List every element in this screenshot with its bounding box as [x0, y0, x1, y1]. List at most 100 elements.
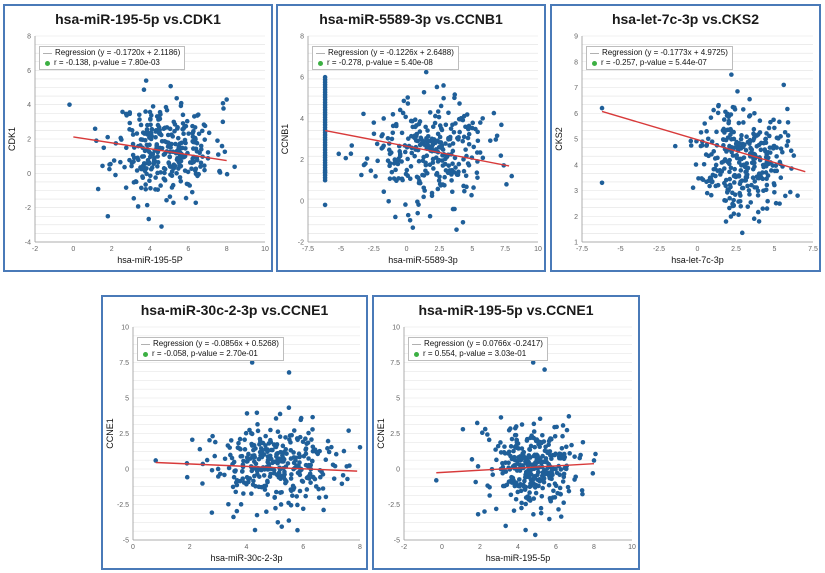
data-point	[785, 120, 791, 125]
regression-line-swatch	[590, 52, 599, 54]
data-point	[416, 202, 421, 207]
data-point	[390, 112, 396, 117]
data-point	[566, 414, 572, 419]
data-point	[725, 159, 731, 165]
data-point	[161, 152, 167, 157]
chart-panel-4: hsa-miR-30c-2-3p vs.CCNE1 0 2 4 6 8 -5 -2.5 0 2.…	[101, 295, 368, 570]
data-point	[226, 465, 232, 471]
y-tick-label: 4	[300, 116, 304, 123]
y-tick-label: 2.5	[119, 431, 129, 438]
data-point	[129, 163, 134, 169]
data-point	[423, 168, 428, 174]
y-axis-label: CDK1	[7, 127, 17, 151]
data-point	[732, 107, 738, 112]
data-point	[461, 157, 466, 162]
data-point	[754, 143, 760, 149]
data-point	[288, 502, 294, 508]
data-point	[135, 204, 141, 209]
data-point	[429, 145, 434, 151]
data-point	[257, 436, 263, 442]
data-point	[474, 150, 480, 155]
data-point	[310, 448, 316, 454]
data-point	[131, 155, 137, 161]
x-tick-label: 2	[110, 246, 114, 253]
data-point	[750, 137, 756, 143]
regression-line-swatch	[316, 52, 325, 54]
scatter-plot: 0 2 4 6 8 -5 -2.5 0 2.5 5 7.5 10 hsa-miR-30c-2-3p CCN…	[105, 325, 363, 563]
data-point	[133, 179, 139, 184]
data-point	[249, 468, 255, 474]
data-point	[263, 433, 268, 439]
data-point	[551, 488, 556, 494]
x-axis-label: hsa-miR-195-5P	[117, 255, 183, 265]
data-point	[744, 172, 749, 178]
data-point	[149, 126, 155, 132]
data-point	[561, 451, 567, 457]
data-point	[92, 126, 98, 132]
y-tick-label: 1	[574, 240, 578, 247]
data-point	[297, 460, 302, 465]
data-point	[222, 149, 228, 155]
data-point	[469, 192, 474, 198]
data-point	[306, 430, 311, 436]
legend-regression: Regression (y = -0.1226x + 2.6488)	[328, 48, 454, 57]
data-point	[276, 470, 282, 475]
x-tick-label: 0	[440, 544, 444, 551]
data-point	[731, 211, 737, 217]
data-point	[707, 183, 712, 189]
data-point	[425, 128, 430, 133]
data-point	[449, 189, 455, 195]
data-point	[498, 450, 504, 455]
data-point	[543, 444, 548, 450]
data-point	[593, 451, 598, 457]
data-point	[723, 219, 729, 224]
y-tick-label: -4	[25, 240, 31, 247]
data-point	[560, 479, 566, 484]
data-point	[528, 443, 534, 449]
data-point	[150, 104, 156, 109]
legend-regression: Regression (y = 0.0766x -0.2417)	[424, 339, 543, 348]
data-point	[145, 157, 151, 163]
data-point	[274, 489, 279, 495]
data-point	[728, 165, 734, 171]
data-point	[359, 172, 364, 178]
data-point	[309, 458, 315, 464]
x-tick-label: 6	[186, 246, 190, 253]
data-point	[433, 147, 439, 152]
data-point	[517, 477, 522, 482]
data-point	[399, 159, 404, 164]
data-point	[449, 168, 455, 173]
data-point	[212, 439, 218, 445]
data-point	[204, 457, 210, 463]
legend: Regression (y = 0.0766x -0.2417) r = 0.5…	[408, 337, 548, 361]
data-point	[348, 151, 354, 156]
data-point	[210, 433, 215, 439]
data-point	[525, 463, 531, 468]
data-point	[557, 485, 563, 491]
data-point	[723, 198, 729, 203]
data-point	[222, 472, 227, 478]
data-point	[241, 458, 246, 464]
data-point	[417, 129, 423, 134]
data-point	[558, 467, 564, 472]
data-point	[421, 194, 426, 200]
data-point	[751, 156, 756, 162]
data-point	[416, 158, 422, 164]
data-point	[738, 136, 744, 142]
data-point	[552, 495, 558, 500]
data-point	[182, 137, 188, 143]
data-point	[297, 434, 303, 440]
data-point	[191, 128, 196, 134]
data-point	[122, 164, 127, 170]
data-point	[540, 485, 545, 491]
data-point	[701, 161, 707, 167]
data-point	[752, 164, 757, 169]
y-tick-label: 4	[27, 102, 31, 109]
data-point	[238, 446, 243, 452]
data-point	[144, 171, 149, 177]
data-point	[220, 100, 226, 106]
data-point	[158, 183, 163, 188]
regression-line	[73, 136, 227, 162]
y-tick-label: 8	[574, 59, 578, 66]
data-point	[303, 436, 308, 442]
